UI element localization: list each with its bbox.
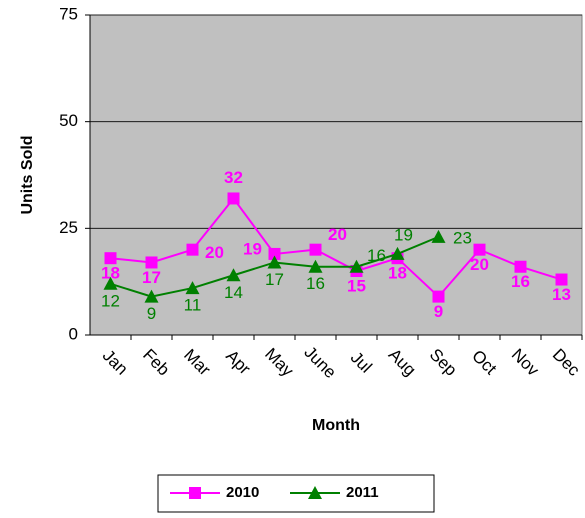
x-tick-label: Oct [468,346,500,378]
y-axis-label: Units Sold [19,135,36,214]
data-label: 20 [328,225,347,244]
marker [431,229,446,243]
marker [473,243,486,256]
x-tick-label: Dec [549,345,584,380]
plot-area [89,14,583,336]
legend-label: 2010 [226,484,259,501]
x-tick-label: Sep [426,345,461,380]
marker [309,243,322,256]
marker [432,290,445,303]
x-tick-label: Jul [347,348,376,377]
data-label: 16 [367,246,386,265]
data-label: 9 [434,302,443,321]
data-label: 15 [347,276,366,295]
marker [226,268,241,282]
marker [308,486,322,499]
legend-label: 2011 [346,484,379,501]
data-label: 17 [265,270,284,289]
data-label: 13 [552,285,571,304]
y-tick-label: 75 [59,4,78,23]
data-label: 19 [394,225,413,244]
marker [308,259,323,273]
y-tick-label: 25 [59,218,78,237]
y-tick-label: 0 [69,324,78,343]
marker [268,247,281,260]
data-label: 12 [101,291,120,310]
x-tick-label: Nov [508,345,543,380]
marker [267,255,282,269]
x-tick-label: Apr [222,346,254,378]
marker [189,487,201,499]
x-tick-label: Feb [139,345,173,379]
data-label: 16 [306,274,325,293]
data-label: 19 [243,239,262,258]
data-label: 16 [511,272,530,291]
marker [144,289,159,303]
data-label: 18 [101,264,120,283]
data-label: 14 [224,283,243,302]
data-label: 23 [453,228,472,247]
marker [185,281,200,295]
marker [514,260,527,273]
marker [186,243,199,256]
x-tick-label: May [261,344,297,380]
data-label: 32 [224,168,243,187]
marker [145,256,158,269]
data-label: 11 [184,296,202,315]
marker [390,246,405,260]
series-line [110,196,562,299]
x-tick-label: Jan [99,346,132,379]
x-axis-label: Month [312,417,360,434]
data-label: 9 [147,304,156,323]
data-label: 17 [142,268,161,287]
x-tick-label: Aug [385,345,420,380]
x-tick-label: Mar [180,345,214,379]
marker [349,259,364,273]
y-tick-label: 50 [59,111,78,130]
marker [227,192,240,205]
marker [104,252,117,265]
data-label: 20 [470,255,489,274]
x-tick-label: June [300,343,340,383]
marker [555,273,568,286]
marker [103,276,118,290]
data-label: 20 [205,243,224,262]
data-label: 18 [388,264,407,283]
